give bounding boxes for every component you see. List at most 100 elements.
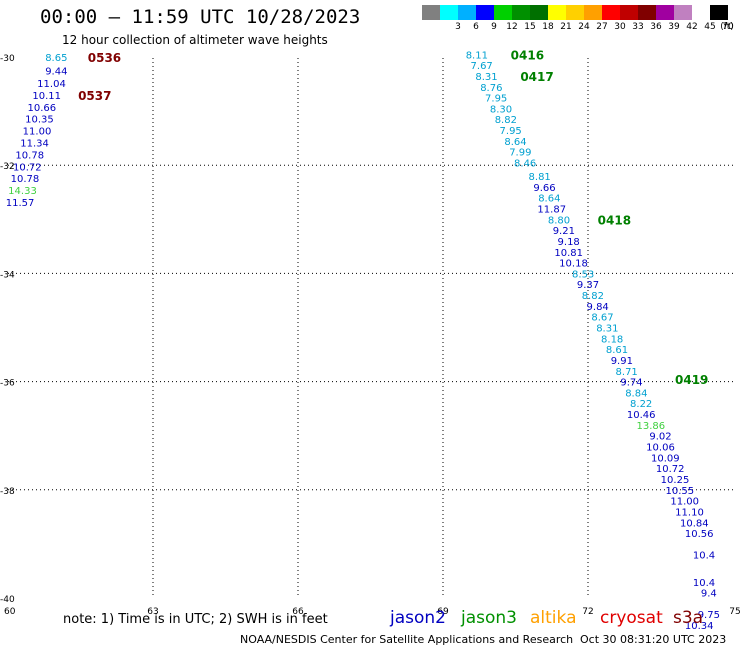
wave-height-observation: 7.99 — [509, 148, 531, 159]
wave-height-observation: 10.78 — [11, 174, 40, 185]
wave-height-observation: 10.46 — [627, 410, 656, 421]
wave-height-observation: 10.66 — [28, 103, 57, 114]
wave-height-observation: 8.64 — [538, 194, 560, 205]
footnote: note: 1) Time is in UTC; 2) SWH is in fe… — [63, 612, 328, 627]
color-swatch — [530, 5, 548, 20]
wave-height-observation: 8.11 — [466, 50, 488, 61]
wave-height-observation: 7.95 — [485, 94, 507, 105]
wave-height-observation: 10.35 — [25, 115, 54, 126]
wave-height-observation: 8.84 — [625, 388, 647, 399]
satellite-label-cryosat: cryosat — [600, 608, 663, 628]
wave-height-observation: 10.55 — [666, 486, 695, 497]
color-swatch — [458, 5, 476, 20]
wave-height-observation: 11.00 — [670, 497, 699, 508]
wave-height-observation: 11.87 — [537, 204, 566, 215]
wave-height-observation: 9.4 — [701, 589, 717, 600]
lon-tick-label: 69 — [437, 607, 449, 617]
color-swatch — [584, 5, 602, 20]
wave-height-observation: 9.02 — [649, 432, 671, 443]
map-title: 00:00 – 11:59 UTC 10/28/2023 — [40, 6, 361, 28]
color-swatch — [710, 5, 728, 20]
color-swatch-label: 33 — [632, 22, 644, 32]
wave-height-observation: 10.72 — [13, 162, 42, 173]
wave-height-observation: 10.4 — [693, 578, 715, 589]
wave-height-observation: 10.06 — [646, 443, 675, 454]
color-legend-unit: (ft) — [720, 22, 734, 32]
color-swatch-label: 24 — [578, 22, 590, 32]
wave-height-observation: 9.74 — [620, 378, 642, 389]
color-swatch-label: 45 — [704, 22, 716, 32]
wave-height-observation: 10.84 — [680, 518, 709, 529]
wave-height-observation: 9.44 — [45, 67, 67, 78]
wave-height-observation: 10.09 — [651, 453, 680, 464]
wave-height-observation: 8.22 — [630, 399, 652, 410]
wave-height-observation: 9.21 — [553, 226, 575, 237]
wave-height-observation: 10.72 — [656, 464, 685, 475]
lon-tick-label: 63 — [147, 607, 158, 617]
wave-height-observation: 9.37 — [577, 280, 599, 291]
credit-line: NOAA/NESDIS Center for Satellite Applica… — [240, 633, 574, 646]
wave-height-observation: 11.10 — [675, 507, 704, 518]
satellite-label-jason3: jason3 — [461, 608, 517, 628]
wave-height-observation: 8.18 — [601, 334, 623, 345]
wave-height-observation: 10.78 — [15, 150, 44, 161]
satellite-label-jason2: jason2 — [390, 608, 446, 628]
wave-height-observation: 8.80 — [548, 215, 570, 226]
satellite-label-s3a: s3a — [673, 608, 704, 628]
wave-height-observation: 9.75 — [698, 610, 720, 621]
satellite-label-altika: altika — [530, 608, 577, 628]
wave-height-observation: 9.66 — [533, 183, 555, 194]
pass-time-label: 0418 — [598, 213, 631, 227]
color-swatch-label: 27 — [596, 22, 608, 32]
wave-height-observation: 13.86 — [637, 421, 666, 432]
wave-height-observation: 10.81 — [554, 248, 583, 259]
wave-height-observation: 10.4 — [693, 551, 715, 562]
color-swatch-label: 12 — [506, 22, 518, 32]
wave-height-observation: 7.95 — [500, 126, 522, 137]
wave-height-observation: 8.82 — [582, 291, 604, 302]
lat-tick-label: -36 — [0, 379, 15, 389]
wave-height-observation: 8.53 — [572, 269, 594, 280]
color-swatch — [638, 5, 656, 20]
wave-height-observation: 8.31 — [596, 324, 618, 335]
color-swatch-label: 21 — [560, 22, 572, 32]
color-swatch-label: 6 — [473, 22, 479, 32]
wave-height-observation: 8.67 — [591, 313, 613, 324]
lon-tick-label: 60 — [4, 607, 16, 617]
wave-height-observation: 10.11 — [32, 91, 61, 102]
wave-height-observation: 14.33 — [8, 186, 37, 197]
wave-height-observation: 8.31 — [475, 72, 497, 83]
color-swatch-label: 9 — [491, 22, 497, 32]
lat-tick-label: -30 — [0, 54, 15, 64]
wave-height-observation: 8.82 — [495, 115, 517, 126]
wave-height-observation: 8.65 — [45, 53, 67, 64]
wave-height-observation: 9.84 — [587, 302, 609, 313]
color-swatch-label: 39 — [668, 22, 680, 32]
color-swatch — [620, 5, 638, 20]
wave-height-observation: 9.18 — [558, 237, 580, 248]
color-swatch-label: 15 — [524, 22, 536, 32]
wave-height-observation: 8.30 — [490, 104, 512, 115]
color-swatch — [494, 5, 512, 20]
wave-height-observation: 8.46 — [514, 158, 536, 169]
lon-tick-label: 75 — [729, 607, 740, 617]
color-swatch-label: 42 — [686, 22, 698, 32]
color-swatch — [674, 5, 692, 20]
lat-tick-label: -40 — [0, 595, 15, 605]
color-swatch — [512, 5, 530, 20]
color-swatch-label: 36 — [650, 22, 662, 32]
color-swatch — [602, 5, 620, 20]
color-swatch — [548, 5, 566, 20]
wave-height-observation: 10.56 — [685, 529, 714, 540]
wave-height-observation: 11.00 — [23, 127, 52, 138]
wave-height-observation: 8.64 — [504, 137, 526, 148]
lat-tick-label: -32 — [0, 162, 15, 172]
generated-timestamp: Oct 30 08:31:20 UTC 2023 — [580, 633, 727, 646]
pass-time-label: 0419 — [675, 373, 708, 387]
lat-tick-label: -38 — [0, 487, 15, 497]
wave-height-observation: 8.71 — [616, 367, 638, 378]
wave-height-observation: 9.91 — [611, 356, 633, 367]
wave-height-observation: 8.76 — [480, 83, 502, 94]
wave-height-observation: 11.57 — [6, 198, 35, 209]
